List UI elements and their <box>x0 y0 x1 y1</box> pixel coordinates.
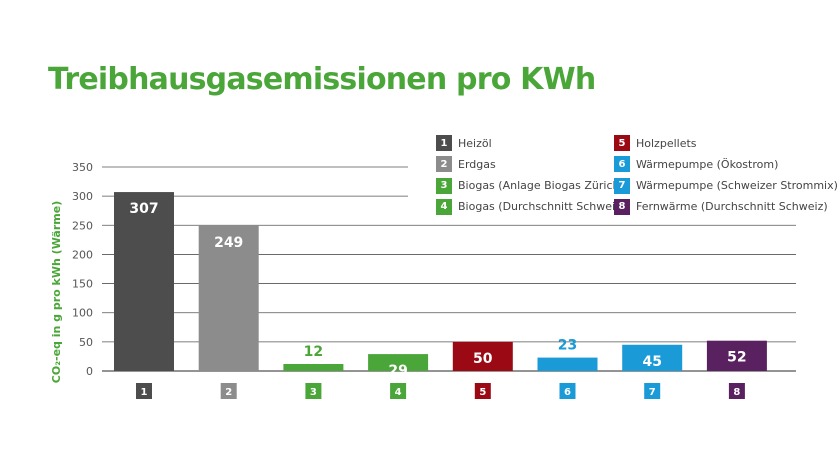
category-badge-5 <box>474 383 491 399</box>
legend-swatch: 4 <box>436 198 452 215</box>
category-label: 8 <box>733 387 740 398</box>
legend-swatch: 8 <box>614 198 630 215</box>
legend-swatch: 1 <box>436 135 452 151</box>
y-tick-label: 0 <box>86 365 93 378</box>
category-label: 5 <box>479 387 486 398</box>
legend-swatch: 5 <box>614 135 630 151</box>
y-tick-label: 50 <box>79 336 93 349</box>
category-label: 4 <box>395 387 402 398</box>
legend-label: Fernwärme (Durchschnitt Schweiz) <box>636 200 828 214</box>
bar-value-label: 307 <box>129 201 158 217</box>
legend-label: Wärmepumpe (Schweizer Strommix) <box>636 179 838 193</box>
legend-item-3: 3 Biogas (Anlage Biogas Zürich) <box>436 177 624 194</box>
category-badge-2 <box>220 383 237 399</box>
bar-value-label: 45 <box>642 354 661 370</box>
bar-value-label: 23 <box>558 338 577 354</box>
bar-6 <box>537 357 598 371</box>
bar-2 <box>198 225 259 371</box>
bar-value-label: 12 <box>304 344 323 360</box>
bar-1 <box>114 192 174 371</box>
y-tick-label: 250 <box>72 219 93 232</box>
bar-7 <box>622 344 683 371</box>
bar-5 <box>452 341 513 371</box>
bar-4 <box>368 354 429 371</box>
category-badge-8 <box>728 383 745 399</box>
y-tick-label: 100 <box>72 307 93 320</box>
bar-8 <box>706 340 767 371</box>
y-tick-label: 150 <box>72 278 93 291</box>
category-badge-4 <box>390 383 407 399</box>
legend-label: Heizöl <box>458 136 492 150</box>
category-badge-7 <box>644 383 661 399</box>
legend-label: Biogas (Durchschnitt Schweiz) <box>458 200 626 214</box>
category-label: 6 <box>564 387 571 398</box>
legend-label: Biogas (Anlage Biogas Zürich) <box>458 179 624 193</box>
y-tick-label: 350 <box>72 161 93 174</box>
y-tick-label: 300 <box>72 190 93 203</box>
legend-swatch: 3 <box>436 177 452 194</box>
legend-item-6: 6 Wärmepumpe (Ökostrom) <box>614 156 779 173</box>
legend-item-8: 8 Fernwärme (Durchschnitt Schweiz) <box>614 198 828 215</box>
bar-value-label: 52 <box>727 350 746 366</box>
category-label: 1 <box>141 387 148 398</box>
legend-item-7: 7 Wärmepumpe (Schweizer Strommix) <box>614 177 838 194</box>
legend-label: Holzpellets <box>636 136 697 150</box>
bar-value-label: 50 <box>473 351 493 367</box>
legend-swatch: 2 <box>436 156 452 173</box>
category-badge-3 <box>305 383 322 399</box>
category-badge-1 <box>136 383 152 399</box>
category-label: 3 <box>310 387 317 398</box>
y-axis-label: CO₂-eq in g pro kWh (Wärme) <box>50 201 63 383</box>
legend-item-1: 1 Heizöl <box>436 135 492 151</box>
legend-label: Wärmepumpe (Ökostrom) <box>636 157 779 171</box>
bar-value-label: 29 <box>388 363 407 379</box>
chart-title: Treibhausgasemissionen pro KWh <box>48 62 596 97</box>
legend-item-4: 4 Biogas (Durchschnitt Schweiz) <box>436 198 626 215</box>
legend-label: Erdgas <box>458 157 496 171</box>
category-label: 7 <box>649 387 656 398</box>
legend-item-5: 5 Holzpellets <box>614 135 697 151</box>
category-badge-6 <box>559 383 576 399</box>
bar-value-label: 249 <box>214 235 243 251</box>
category-label: 2 <box>225 387 232 398</box>
legend-swatch: 6 <box>614 156 630 173</box>
bar-3 <box>283 364 344 371</box>
y-tick-label: 200 <box>72 248 93 261</box>
legend-item-2: 2 Erdgas <box>436 156 496 173</box>
legend-swatch: 7 <box>614 177 630 194</box>
